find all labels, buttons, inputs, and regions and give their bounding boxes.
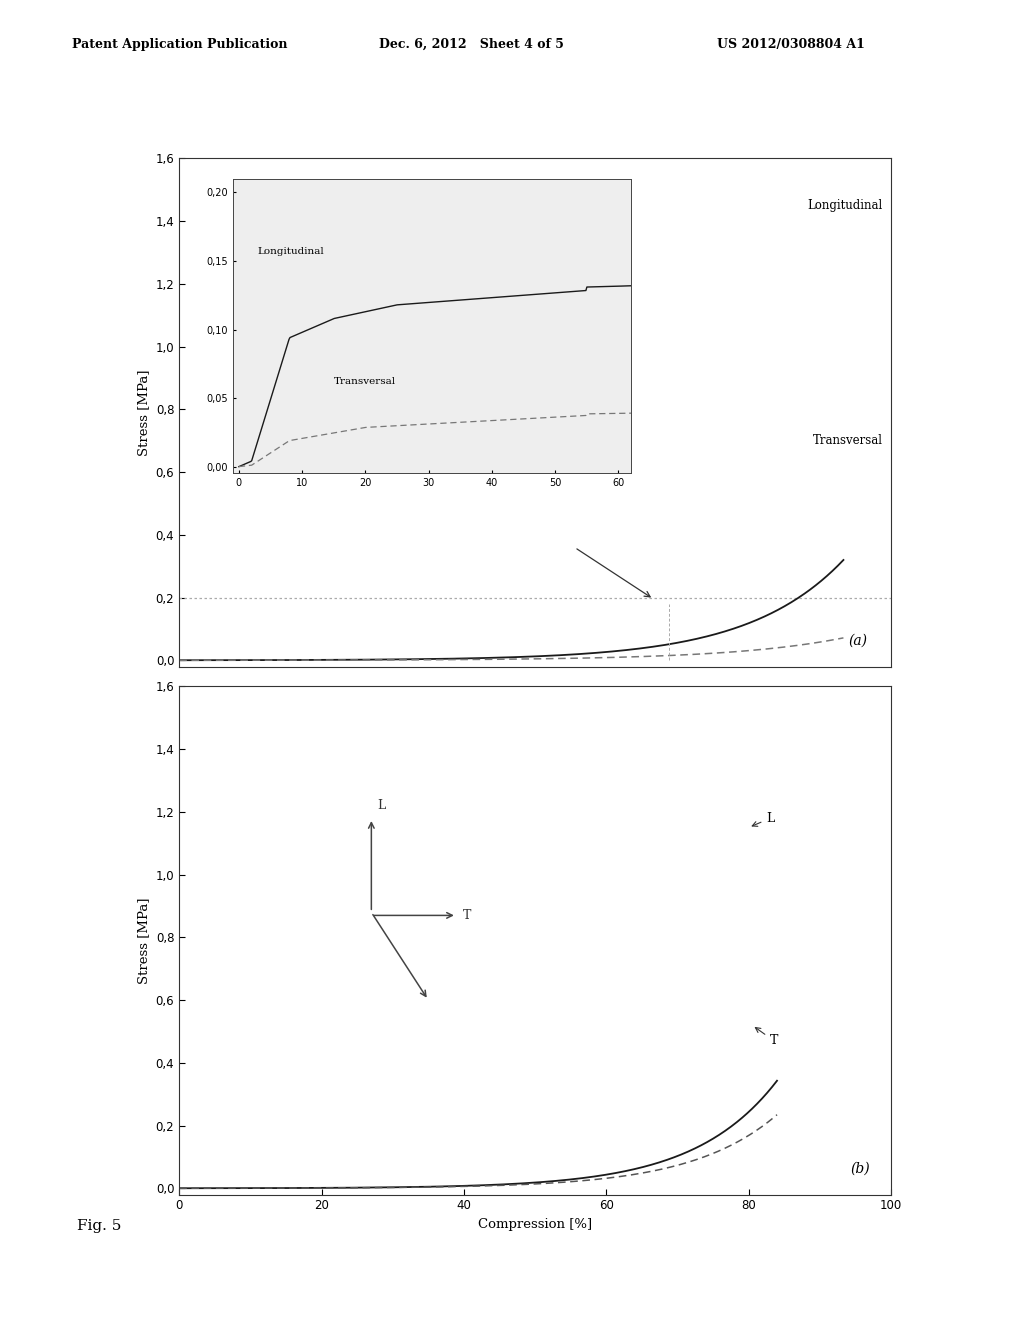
Y-axis label: Stress [MPa]: Stress [MPa] <box>137 898 151 983</box>
Text: T: T <box>756 1027 778 1047</box>
Text: Patent Application Publication: Patent Application Publication <box>72 37 287 50</box>
X-axis label: Compression [%]: Compression [%] <box>478 1218 592 1232</box>
Text: Dec. 6, 2012   Sheet 4 of 5: Dec. 6, 2012 Sheet 4 of 5 <box>379 37 564 50</box>
Text: Fig. 5: Fig. 5 <box>77 1220 121 1233</box>
Text: L: L <box>753 812 774 826</box>
Text: L: L <box>377 799 385 812</box>
Text: (a): (a) <box>848 634 867 648</box>
Text: US 2012/0308804 A1: US 2012/0308804 A1 <box>717 37 864 50</box>
Text: Transversal: Transversal <box>813 434 883 447</box>
Y-axis label: Stress [MPa]: Stress [MPa] <box>137 370 151 455</box>
Text: T: T <box>463 909 471 921</box>
Text: Longitudinal: Longitudinal <box>808 199 883 213</box>
Text: (b): (b) <box>850 1162 869 1176</box>
